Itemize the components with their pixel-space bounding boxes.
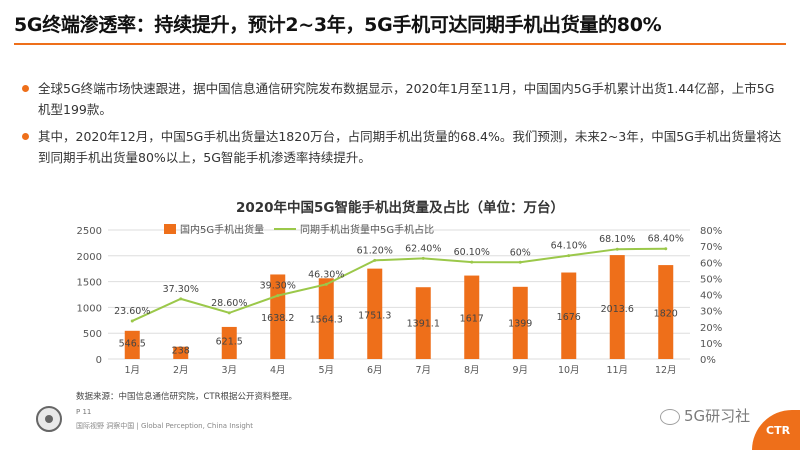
bar [658, 265, 674, 359]
share-point [373, 258, 377, 262]
ctr-seal-logo-icon [36, 406, 62, 432]
x-tick-label: 2月 [173, 365, 189, 376]
combo-chart: 0 500 1000 1500 2000 2500 0% 10% 20% 30% 40% 50% 60%… [77, 223, 723, 376]
x-tick-label: 8月 [464, 365, 480, 376]
x-tick-label: 4月 [270, 365, 286, 376]
share-point [276, 294, 280, 298]
share-point [130, 319, 134, 323]
share-point [470, 260, 474, 264]
footer-tagline: 国际视野 洞察中国 | Global Perception, China Ins… [76, 422, 253, 430]
y-left-tick-label: 500 [83, 329, 102, 340]
legend-bar-swatch [164, 224, 176, 234]
y-left-tick-label: 1000 [77, 303, 102, 314]
bar [367, 268, 383, 359]
bullet-dot-icon [22, 85, 29, 92]
bar [221, 326, 237, 359]
bullet-text: 全球5G终端市场快速跟进，据中国信息通信研究院发布数据显示，2020年1月至11… [38, 81, 775, 117]
share-value-label: 62.40% [405, 243, 441, 254]
bar-value-label: 238 [172, 345, 190, 356]
bar [318, 278, 334, 359]
share-point [421, 256, 425, 260]
y-right-tick-label: 80% [700, 226, 722, 237]
bar [124, 330, 140, 359]
bar-value-label: 1751.3 [358, 310, 391, 321]
data-source-note: 数据来源：中国信息通信研究院，CTR根据公开资料整理。 [76, 392, 298, 402]
y-right-tick-label: 0% [700, 355, 716, 366]
share-series-line [131, 247, 666, 322]
bar-value-label: 1676 [557, 312, 581, 323]
bar [512, 286, 528, 359]
share-point [664, 247, 668, 251]
y-right-tick-label: 60% [700, 258, 722, 269]
y-right-tick-label: 30% [700, 307, 722, 318]
x-tick-label: 12月 [655, 365, 677, 376]
bullet-text: 其中，2020年12月，中国5G手机出货量达1820万台，占同期手机出货量的68… [38, 129, 782, 165]
share-point [179, 297, 183, 301]
bar-value-label: 1391.1 [407, 319, 440, 330]
y-right-tick-label: 40% [700, 291, 722, 302]
ctr-logo-text: CTR [766, 424, 791, 437]
share-value-label: 64.10% [551, 241, 587, 252]
x-tick-label: 10月 [558, 365, 580, 376]
bar-value-label: 546.5 [119, 338, 146, 349]
bar [561, 272, 577, 359]
share-point [518, 260, 522, 264]
bar [173, 346, 189, 359]
bullet-item: 其中，2020年12月，中国5G手机出货量达1820万台，占同期手机出货量的68… [22, 126, 782, 168]
legend-bar-label: 国内5G手机出货量 [180, 223, 264, 236]
y-left-tick-label: 0 [96, 355, 102, 366]
bar [609, 255, 625, 359]
y-right-tick-label: 50% [700, 274, 722, 285]
x-tick-label: 1月 [124, 365, 140, 376]
bar-value-label: 1820 [654, 309, 678, 320]
share-value-label: 28.60% [211, 298, 247, 309]
share-point [615, 247, 619, 251]
title-divider [14, 43, 786, 45]
share-value-label: 46.30% [308, 269, 344, 280]
wechat-icon [660, 409, 680, 425]
share-value-label: 37.30% [163, 284, 199, 295]
x-tick-label: 7月 [415, 365, 431, 376]
bullet-list: 全球5G终端市场快速跟进，据中国信息通信研究院发布数据显示，2020年1月至11… [22, 78, 782, 174]
y-left-tick-label: 2000 [77, 252, 102, 263]
share-point [324, 282, 328, 286]
bullet-item: 全球5G终端市场快速跟进，据中国信息通信研究院发布数据显示，2020年1月至11… [22, 78, 782, 120]
x-tick-label: 9月 [512, 365, 528, 376]
y-left-tick-label: 1500 [77, 278, 102, 289]
x-tick-label: 3月 [221, 365, 237, 376]
bar-value-label: 1638.2 [261, 313, 294, 324]
share-value-label: 60.10% [454, 247, 490, 258]
wechat-account-name: 5G研习社 [684, 407, 751, 425]
y-left-tick-label: 2500 [77, 226, 102, 237]
bar-value-label: 1564.3 [310, 315, 343, 326]
bar [415, 287, 431, 359]
bar-value-label: 2013.6 [601, 304, 634, 315]
y-right-tick-label: 10% [700, 339, 722, 350]
share-point [227, 311, 231, 315]
bar [464, 275, 480, 359]
legend-line-label: 同期手机出货量中5G手机占比 [300, 223, 434, 236]
slide-title: 5G终端渗透率：持续提升，预计2~3年，5G手机可达同期手机出货量的80% [14, 14, 662, 36]
bar-value-label: 1617 [460, 313, 484, 324]
chart-title: 2020年中国5G智能手机出货量及占比（单位：万台） [235, 200, 565, 216]
share-value-label: 68.40% [648, 234, 684, 245]
y-right-tick-label: 70% [700, 242, 722, 253]
x-tick-label: 11月 [606, 365, 628, 376]
share-value-label: 61.20% [357, 245, 393, 256]
x-tick-label: 5月 [318, 365, 334, 376]
y-right-tick-label: 20% [700, 323, 722, 334]
page-number: P 11 [76, 408, 92, 416]
share-value-label: 60% [510, 247, 531, 258]
share-value-label: 39.30% [260, 281, 296, 292]
share-value-label: 68.10% [599, 234, 635, 245]
share-point [567, 254, 571, 258]
bullet-dot-icon [22, 133, 29, 140]
share-value-label: 23.60% [114, 306, 150, 317]
bar-value-label: 621.5 [216, 337, 243, 348]
x-tick-label: 6月 [367, 365, 383, 376]
bar-value-label: 1399 [508, 319, 532, 330]
